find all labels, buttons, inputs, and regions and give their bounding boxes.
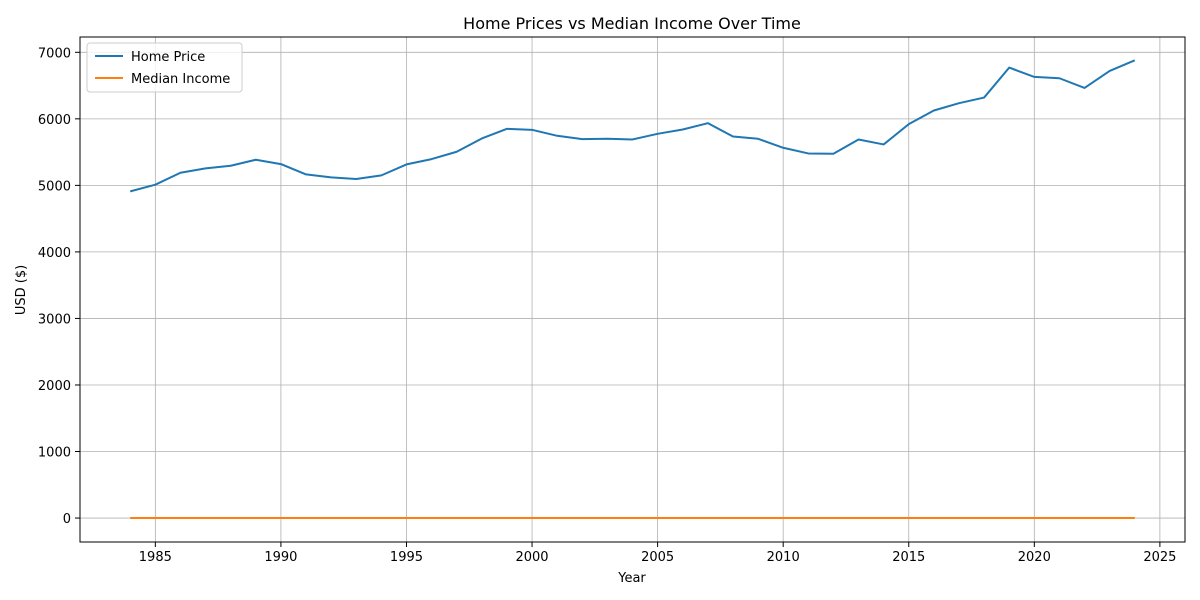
y-axis-label: USD ($) [14, 265, 29, 315]
y-tick-label: 7000 [38, 46, 71, 61]
legend-label-median-income: Median Income [131, 72, 230, 87]
x-tick-label: 2020 [1018, 550, 1051, 565]
x-axis: 1985 1990 1995 2000 2005 2010 2015 2020 2025 [139, 542, 1176, 565]
x-tick-label: 1985 [139, 550, 172, 565]
y-tick-label: 0 [63, 512, 71, 527]
chart-title: Home Prices vs Median Income Over Time [463, 14, 801, 33]
y-tick-label: 3000 [38, 312, 71, 327]
x-tick-label: 2015 [892, 550, 925, 565]
x-tick-label: 1990 [264, 550, 297, 565]
y-tick-label: 2000 [38, 379, 71, 394]
y-tick-label: 4000 [38, 246, 71, 261]
x-tick-label: 2010 [767, 550, 800, 565]
x-axis-label: Year [617, 571, 646, 586]
series-line-home-price [129, 59, 1136, 193]
plot-frame [79, 36, 1186, 543]
series-layer [129, 59, 1136, 519]
legend-label-home-price: Home Price [131, 50, 205, 65]
y-tick-label: 1000 [38, 446, 71, 461]
y-tick-label: 6000 [38, 113, 71, 128]
legend: Home Price Median Income [86, 42, 243, 93]
legend-box [86, 42, 243, 93]
x-tick-label: 2025 [1143, 550, 1176, 565]
x-tick-label: 2005 [641, 550, 674, 565]
x-tick-label: 2000 [515, 550, 548, 565]
y-tick-label: 5000 [38, 179, 71, 194]
y-axis: 0 1000 2000 3000 4000 5000 6000 7000 [38, 46, 80, 527]
x-tick-label: 1995 [390, 550, 423, 565]
